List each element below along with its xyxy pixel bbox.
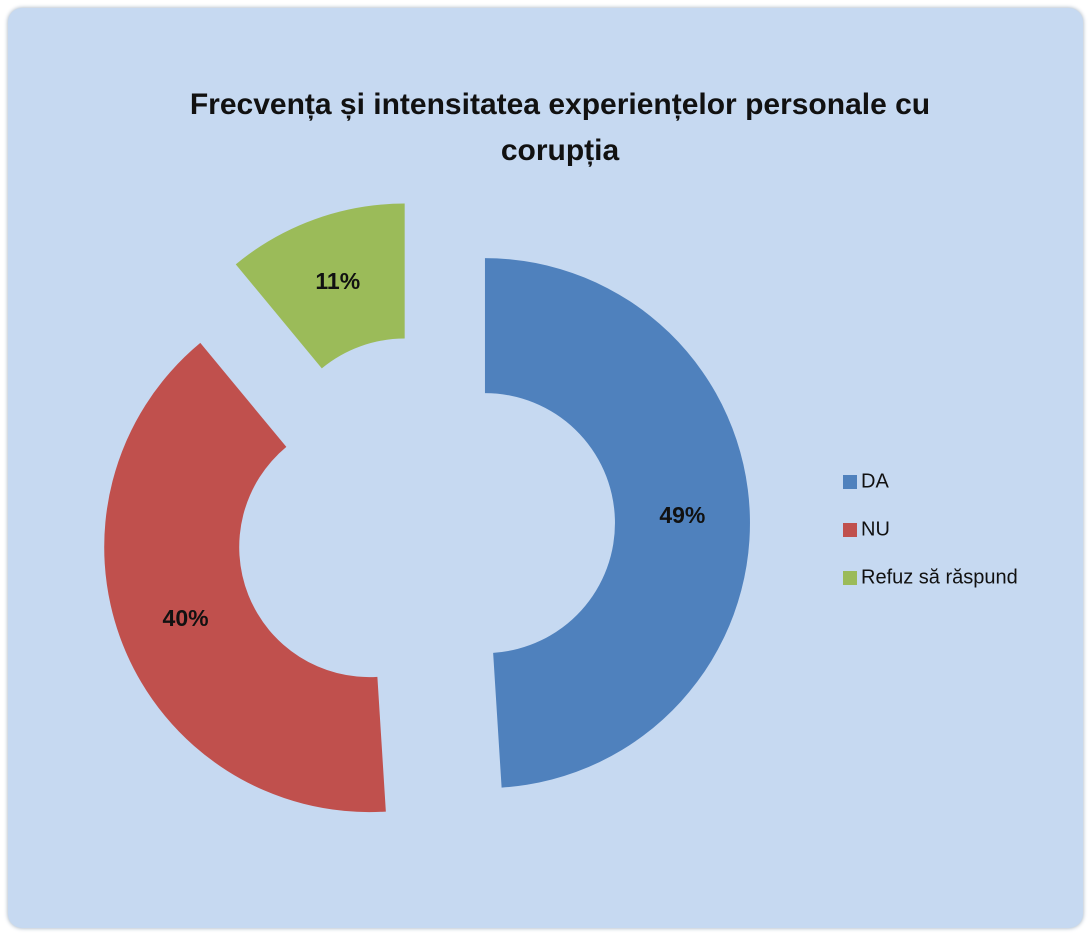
donut-segment: [104, 342, 386, 813]
legend-label: DA: [861, 470, 889, 492]
donut-segment: [484, 258, 750, 788]
legend-swatch: [843, 571, 857, 585]
donut-segment: [235, 203, 405, 369]
data-label: 40%: [163, 605, 209, 631]
data-label: 11%: [315, 268, 360, 294]
legend-swatch: [843, 523, 857, 537]
data-label: 49%: [659, 502, 705, 528]
legend-swatch: [843, 475, 857, 489]
legend-label: NU: [861, 518, 890, 540]
chart-title: Frecvența și intensitatea experiențelor …: [189, 88, 931, 167]
legend-label: Refuz să răspund: [861, 566, 1018, 588]
